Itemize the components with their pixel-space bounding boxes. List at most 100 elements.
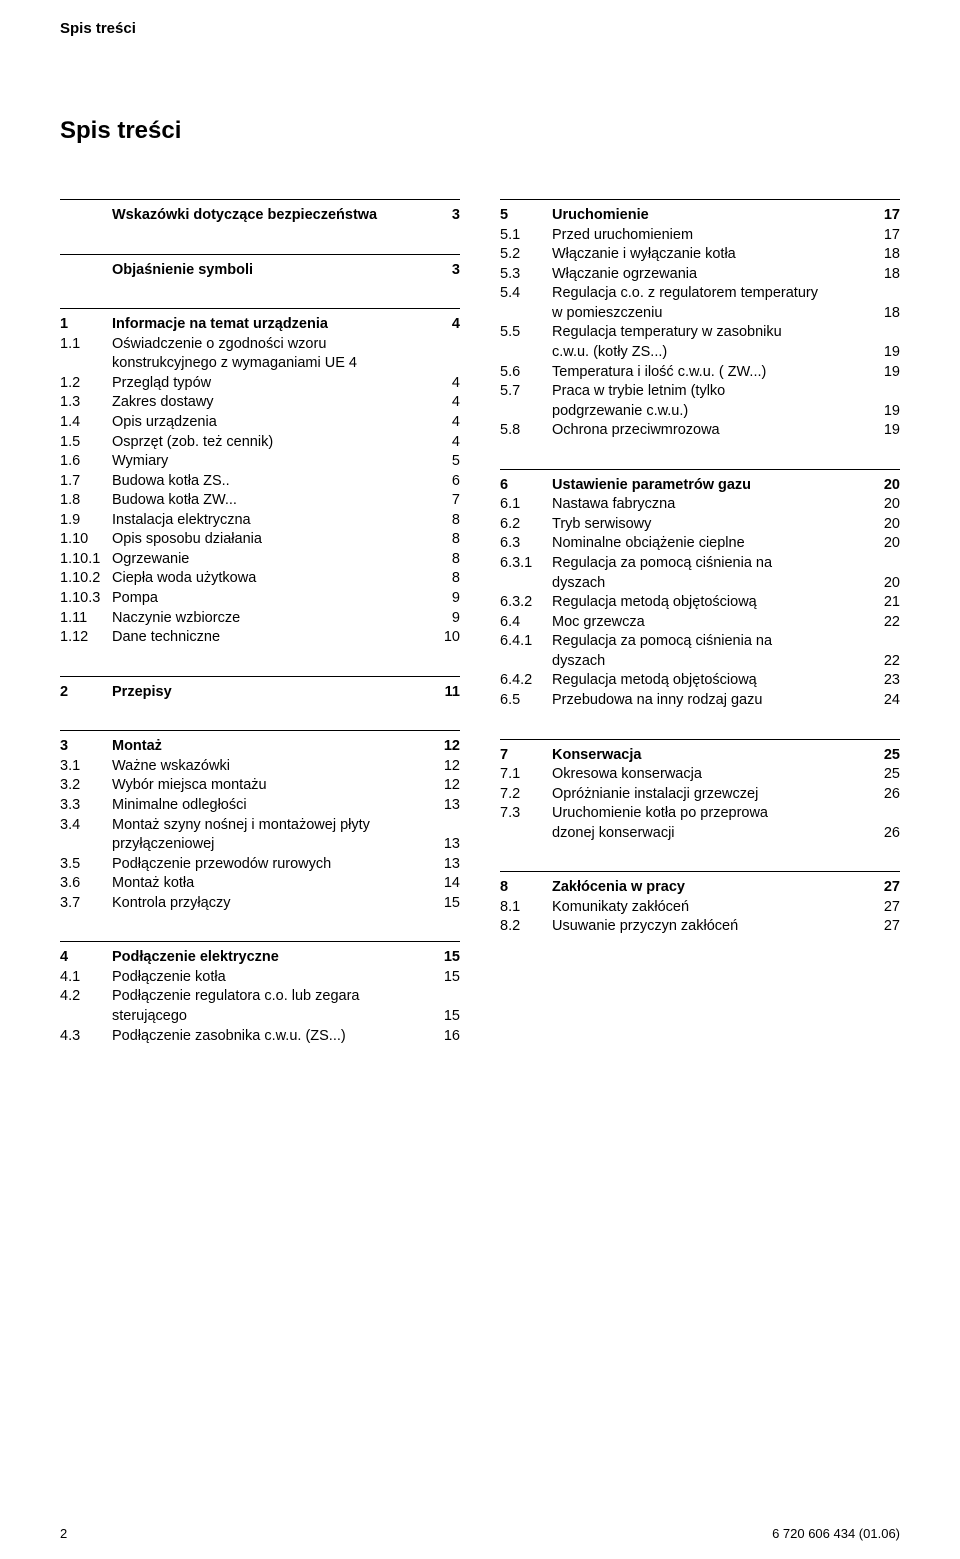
toc-row: 8.2Usuwanie przyczyn zakłóceń27 <box>500 917 900 937</box>
toc-entry-page: 8 <box>432 530 460 550</box>
toc-entry-number: 1 <box>60 315 112 335</box>
toc-section: 5Uruchomienie175.1Przed uruchomieniem175… <box>500 199 900 441</box>
toc-row: 3.5Podłączenie przewodów rurowych13 <box>60 855 460 875</box>
toc-entry-label: Dane techniczne <box>112 628 432 648</box>
toc-entry-number: 6 <box>500 476 552 496</box>
toc-entry-page: 12 <box>432 776 460 796</box>
toc-entry-label: Zakłócenia w pracy <box>552 878 872 898</box>
toc-entry-label: Przed uruchomieniem <box>552 226 872 246</box>
section-rule <box>500 739 900 740</box>
toc-entry-label: Ogrzewanie <box>112 550 432 570</box>
toc-row: 1.7Budowa kotła ZS..6 <box>60 472 460 492</box>
page: Spis treści Spis treści Wskazówki dotycz… <box>0 0 960 1559</box>
toc-entry-label: Objaśnienie symboli <box>112 261 432 281</box>
toc-entry-number: 1.8 <box>60 491 112 511</box>
toc-row: 3.2Wybór miejsca montażu12 <box>60 776 460 796</box>
toc-row: Wskazówki dotyczące bezpieczeństwa3 <box>60 206 460 226</box>
toc-entry-number: 1.7 <box>60 472 112 492</box>
toc-entry-label: konstrukcyjnego z wymaganiami UE 4 <box>112 354 432 374</box>
toc-entry-label: Praca w trybie letnim (tylko <box>552 382 872 402</box>
toc-entry-label: Wskazówki dotyczące bezpieczeństwa <box>112 206 432 226</box>
toc-entry-number: 5.1 <box>500 226 552 246</box>
toc-row: 5.4Regulacja c.o. z regulatorem temperat… <box>500 284 900 304</box>
toc-entry-number: 4.3 <box>60 1027 112 1047</box>
toc-entry-number: 8 <box>500 878 552 898</box>
toc-entry-number: 7.1 <box>500 765 552 785</box>
toc-entry-page: 17 <box>872 206 900 226</box>
toc-entry-page: 22 <box>872 652 900 672</box>
toc-row: w pomieszczeniu18 <box>500 304 900 324</box>
section-rule <box>60 308 460 309</box>
toc-entry-label: Przebudowa na inny rodzaj gazu <box>552 691 872 711</box>
toc-section: 2Przepisy11 <box>60 676 460 703</box>
section-rule <box>500 871 900 872</box>
toc-row: przyłączeniowej13 <box>60 835 460 855</box>
toc-entry-number: 1.10 <box>60 530 112 550</box>
toc-entry-number: 1.11 <box>60 609 112 629</box>
toc-entry-label: Włączanie i wyłączanie kotła <box>552 245 872 265</box>
toc-row: 6.3Nominalne obciążenie cieplne20 <box>500 534 900 554</box>
toc-row: 4Podłączenie elektryczne15 <box>60 948 460 968</box>
toc-entry-page: 25 <box>872 765 900 785</box>
toc-entry-page: 18 <box>872 265 900 285</box>
toc-entry-label: Podłączenie zasobnika c.w.u. (ZS...) <box>112 1027 432 1047</box>
toc-entry-number: 5.5 <box>500 323 552 343</box>
toc-entry-page: 19 <box>872 402 900 422</box>
toc-entry-number: 5.3 <box>500 265 552 285</box>
toc-entry-label: Podłączenie przewodów rurowych <box>112 855 432 875</box>
toc-entry-label: Ustawienie parametrów gazu <box>552 476 872 496</box>
toc-row: c.w.u. (kotły ZS...)19 <box>500 343 900 363</box>
toc-entry-page: 3 <box>432 261 460 281</box>
toc-entry-label: Osprzęt (zob. też cennik) <box>112 433 432 453</box>
toc-entry-number: 2 <box>60 683 112 703</box>
toc-entry-number: 6.2 <box>500 515 552 535</box>
toc-section: 7Konserwacja257.1Okresowa konserwacja257… <box>500 739 900 844</box>
toc-row: 4.2Podłączenie regulatora c.o. lub zegar… <box>60 987 460 1007</box>
toc-row: 1.2Przegląd typów4 <box>60 374 460 394</box>
toc-entry-label: Podłączenie regulatora c.o. lub zegara <box>112 987 432 1007</box>
toc-entry-page: 4 <box>432 374 460 394</box>
toc-entry-number: 5.7 <box>500 382 552 402</box>
toc-entry-page: 11 <box>432 683 460 703</box>
toc-entry-number: 6.4 <box>500 613 552 633</box>
toc-entry-number: 8.2 <box>500 917 552 937</box>
toc-row: 3.4Montaż szyny nośnej i montażowej płyt… <box>60 816 460 836</box>
toc-entry-number: 4 <box>60 948 112 968</box>
toc-section: 6Ustawienie parametrów gazu206.1Nastawa … <box>500 469 900 711</box>
toc-row: 6.4.2Regulacja metodą objętościową23 <box>500 671 900 691</box>
toc-entry-page: 13 <box>432 796 460 816</box>
toc-row: 1.10.3Pompa9 <box>60 589 460 609</box>
toc-entry-number: 3.3 <box>60 796 112 816</box>
toc-row: dyszach22 <box>500 652 900 672</box>
toc-entry-label: sterującego <box>112 1007 432 1027</box>
toc-entry-label: Wymiary <box>112 452 432 472</box>
toc-entry-label: c.w.u. (kotły ZS...) <box>552 343 872 363</box>
toc-entry-number: 3.5 <box>60 855 112 875</box>
toc-row: podgrzewanie c.w.u.)19 <box>500 402 900 422</box>
toc-entry-page: 22 <box>872 613 900 633</box>
toc-entry-page: 13 <box>432 855 460 875</box>
toc-row: 6.2Tryb serwisowy20 <box>500 515 900 535</box>
toc-row: Objaśnienie symboli3 <box>60 261 460 281</box>
toc-entry-page: 4 <box>432 413 460 433</box>
toc-entry-label: Kontrola przyłączy <box>112 894 432 914</box>
toc-entry-number: 6.4.2 <box>500 671 552 691</box>
toc-row: 1.9Instalacja elektryczna8 <box>60 511 460 531</box>
toc-entry-label: Zakres dostawy <box>112 393 432 413</box>
toc-entry-page: 26 <box>872 824 900 844</box>
toc-entry-label: Minimalne odległości <box>112 796 432 816</box>
toc-entry-label: Komunikaty zakłóceń <box>552 898 872 918</box>
toc-row: 7.3Uruchomienie kotła po przeprowa <box>500 804 900 824</box>
footer-doc-id: 6 720 606 434 (01.06) <box>772 1526 900 1541</box>
toc-entry-label: podgrzewanie c.w.u.) <box>552 402 872 422</box>
toc-entry-label: Okresowa konserwacja <box>552 765 872 785</box>
toc-row: 6.4Moc grzewcza22 <box>500 613 900 633</box>
toc-entry-number: 1.10.1 <box>60 550 112 570</box>
toc-row: 1.10.2Ciepła woda użytkowa8 <box>60 569 460 589</box>
toc-entry-number: 3.7 <box>60 894 112 914</box>
section-rule <box>500 469 900 470</box>
toc-entry-label: Regulacja za pomocą ciśnienia na <box>552 632 872 652</box>
toc-row: 1.12Dane techniczne10 <box>60 628 460 648</box>
toc-row: 3.3Minimalne odległości13 <box>60 796 460 816</box>
toc-row: 6.3.2Regulacja metodą objętościową21 <box>500 593 900 613</box>
